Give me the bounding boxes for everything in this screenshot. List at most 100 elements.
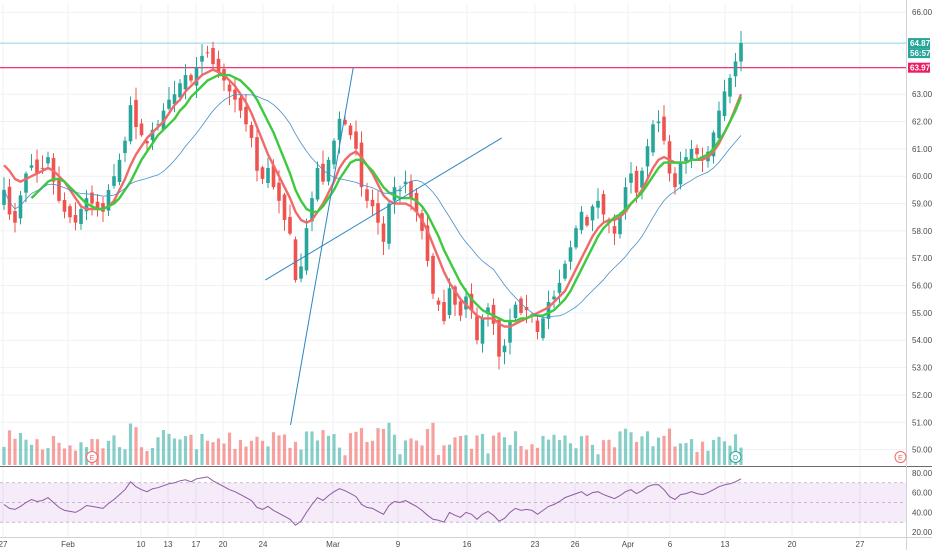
volume-bar (640, 436, 644, 465)
volume-bar (678, 443, 683, 465)
candle-body (629, 173, 633, 183)
candle-body (145, 141, 149, 144)
candle-body (90, 192, 94, 204)
volume-bar (563, 435, 567, 465)
candle-body (139, 123, 144, 136)
candle-body (546, 301, 551, 319)
volume-bar (145, 451, 149, 465)
volume-bar (106, 440, 111, 465)
volume-bar (200, 433, 204, 465)
price-tick-label: 66.00 (912, 8, 932, 17)
moving-average-line (3, 68, 743, 328)
volume-bar (326, 435, 331, 465)
volume-bar (29, 444, 34, 465)
candle-body (123, 140, 127, 154)
candle-body (183, 75, 188, 90)
volume-bar (612, 447, 617, 465)
candle-body (480, 318, 485, 344)
candle-body (62, 199, 67, 212)
candle-body (200, 55, 204, 62)
candle-body (315, 168, 320, 200)
candle-body (425, 225, 430, 261)
volume-bar (601, 440, 606, 465)
event-marker[interactable]: E (894, 451, 907, 463)
candle-body (68, 206, 72, 218)
candle-body (216, 58, 221, 73)
candle-body (717, 110, 721, 139)
candle-body (640, 170, 644, 188)
event-marker[interactable]: E (86, 451, 98, 463)
horizontal-lines[interactable] (0, 42, 906, 69)
volume-bar (46, 448, 50, 465)
candle-body (618, 217, 622, 235)
candle-body (282, 194, 287, 220)
candle-body (557, 282, 562, 293)
time-axis[interactable]: 27 Feb 10 13 17 20 24 Mar 9 16 23 26 Apr 6 13 20 27 (0, 540, 865, 549)
candle-body (293, 239, 298, 281)
price-tag-label: 64.87 (910, 39, 931, 48)
volume-bar (656, 437, 661, 465)
trendlines[interactable] (264, 67, 503, 426)
candle-body (249, 125, 254, 138)
volume-bar (491, 435, 496, 465)
event-circle (86, 451, 98, 463)
candle-body (502, 345, 507, 353)
candle-body (106, 189, 111, 211)
candle-body (277, 182, 281, 201)
volume-bar (150, 447, 155, 465)
price-tick-label: 58.00 (912, 227, 932, 236)
time-tick-label: 24 (259, 540, 268, 549)
volume-bar (568, 443, 573, 465)
volume-bar (546, 439, 551, 465)
volume-bar (387, 422, 391, 465)
candle-body (728, 77, 732, 97)
volume-bar (288, 447, 292, 465)
candle-body (227, 84, 232, 92)
volume-bar (315, 440, 320, 465)
volume-bar (134, 427, 138, 465)
candle-body (409, 181, 413, 199)
volume-bar (590, 444, 595, 465)
time-tick-label: 6 (668, 540, 673, 549)
volume-bar (205, 440, 210, 465)
candle-body (469, 293, 474, 311)
volume-bar (535, 447, 540, 465)
price-tick-label: 59.00 (912, 200, 932, 209)
volume-bar (123, 449, 127, 465)
event-circle (894, 451, 907, 463)
volume-bar (211, 442, 215, 465)
price-axis[interactable]: 66.00 63.00 62.00 61.00 60.00 59.00 58.00 57.00… (912, 8, 932, 537)
time-tick-label: 20 (219, 540, 228, 549)
time-tick-label: 23 (531, 540, 540, 549)
volume-bar (35, 439, 39, 465)
rsi-tick-label: 60.00 (912, 489, 932, 498)
candle-body (178, 83, 182, 98)
candle-body (662, 116, 666, 141)
price-tag-box (908, 62, 930, 73)
candle-body (387, 203, 391, 244)
volume-bar (255, 436, 259, 465)
rsi-line (3, 476, 742, 526)
volume-bar (486, 453, 490, 465)
time-tick-label: 10 (137, 540, 146, 549)
candle-body (464, 296, 468, 310)
candle-body (128, 105, 133, 142)
candle-body (211, 47, 215, 65)
event-marker[interactable]: D (729, 451, 742, 463)
candle-body (486, 307, 490, 315)
volume-bar (40, 449, 45, 465)
candle-body (684, 157, 688, 161)
candle-body (376, 203, 380, 223)
candle-body (381, 223, 386, 242)
volume-bar (128, 423, 133, 465)
volume-bar (62, 448, 67, 465)
volume-bar (178, 439, 182, 465)
volume-bar (425, 428, 430, 465)
price-tag-label: 63.97 (910, 64, 931, 73)
volume-bar (249, 440, 254, 465)
time-tick-label: 13 (164, 540, 173, 549)
volume-bar (260, 440, 265, 465)
